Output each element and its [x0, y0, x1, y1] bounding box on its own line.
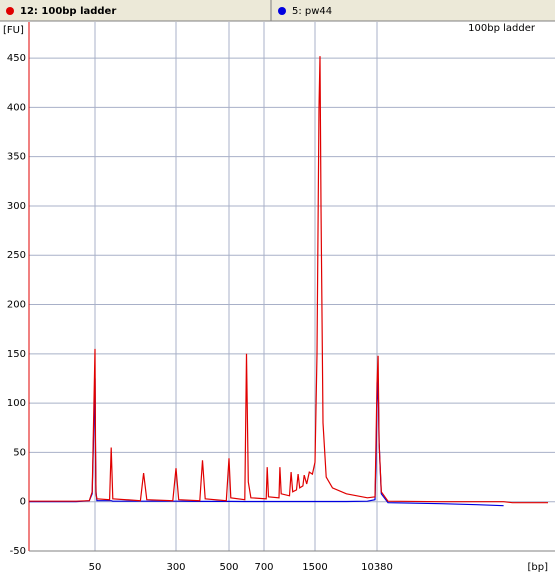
x-tick-label: 1500: [302, 562, 327, 573]
y-axis-label: [FU]: [3, 25, 24, 36]
tab-dot: [278, 7, 286, 15]
tab-dot: [6, 7, 14, 15]
y-tick-label: 100: [7, 398, 26, 409]
y-tick-label: 350: [7, 152, 26, 163]
y-tick-label: -50: [10, 546, 26, 557]
y-tick-label: 400: [7, 102, 26, 113]
y-tick-label: 200: [7, 300, 26, 311]
y-tick-label: 300: [7, 201, 26, 212]
tab-bar: [0, 0, 555, 21]
tab-label[interactable]: 5: pw44: [292, 6, 332, 17]
y-tick-label: 150: [7, 349, 26, 360]
y-tick-label: 250: [7, 250, 26, 261]
x-tick-label: 50: [89, 562, 102, 573]
x-tick-label: 700: [254, 562, 273, 573]
x-tick-label: 10380: [361, 562, 393, 573]
x-axis-label: [bp]: [528, 562, 549, 573]
chart-title: 100bp ladder: [468, 23, 536, 34]
x-tick-label: 500: [219, 562, 238, 573]
x-tick-label: 300: [166, 562, 185, 573]
tab-label[interactable]: 12: 100bp ladder: [20, 6, 116, 17]
y-tick-label: 450: [7, 53, 26, 64]
series-line: [29, 56, 548, 504]
series-line: [29, 378, 504, 507]
y-tick-label: 0: [20, 497, 26, 508]
plot-area: [29, 22, 555, 552]
y-tick-label: 50: [13, 447, 26, 458]
